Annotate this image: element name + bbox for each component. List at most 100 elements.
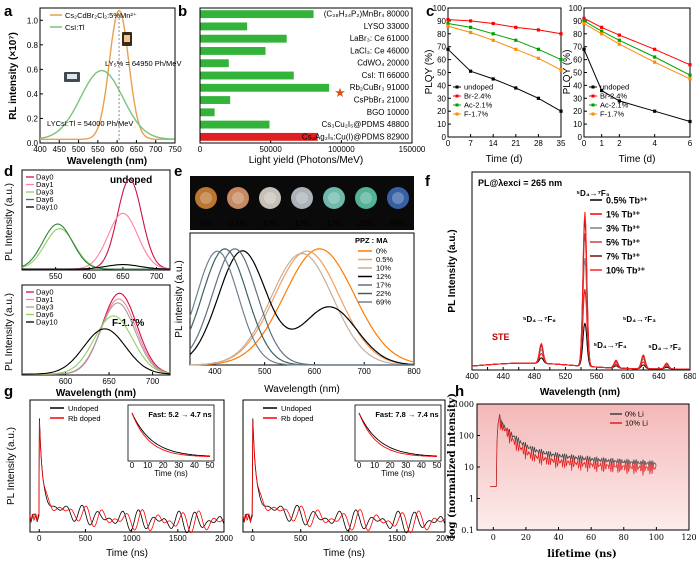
panel-d1-xtick-label: 650 [116, 272, 130, 281]
panel-f-legend-label: 7% Tb³⁺ [606, 252, 641, 262]
panel-g1-inset-curve [131, 412, 211, 457]
panel-c2-ytick-label: 20 [573, 107, 582, 116]
panel-c2-series-line [583, 20, 691, 76]
panel-a-xtick-label: 750 [168, 145, 182, 154]
panel-d1-xtick-label: 700 [150, 272, 164, 281]
panel-c2-ytick-label: 60 [573, 56, 582, 65]
panel-g1-inset-xlabel: Time (ns) [154, 469, 188, 478]
panel-c2-marker [600, 88, 604, 93]
panel-a-crystal-glow [124, 35, 130, 42]
panel-f-title: PL@λexci = 265 nm [478, 178, 562, 188]
panel-b-bar [200, 71, 294, 80]
panel-c1-ytick-label: 60 [437, 56, 446, 65]
panel-a-ytick-label: 0.2 [27, 114, 39, 123]
panel-e-photo-glow [387, 187, 409, 209]
panel-c2-marker [582, 47, 586, 51]
panel-c2-marker [600, 29, 604, 33]
panel-h-ytick-label: 10 [464, 463, 474, 472]
panel-f-legend-label: 10% Tb³⁺ [606, 266, 646, 276]
panel-f-legend-label: 5% Tb³⁺ [606, 238, 641, 248]
panel-h-frame [476, 403, 690, 531]
panel-d2-title: F-1.7% [112, 318, 144, 329]
panel-c1-marker [536, 56, 540, 60]
panel-c1-marker [491, 21, 495, 26]
panel-c1-ytick-label: 0 [442, 133, 447, 142]
panel-g1-xtick-label: 1500 [169, 534, 187, 543]
panel-f-curve [471, 289, 690, 370]
panel-c2-marker [600, 32, 604, 36]
panel-g1-legend-label: Undoped [68, 404, 98, 413]
panel-e-photo-glow [259, 187, 281, 209]
panel-d1-xtick-label: 600 [83, 272, 97, 281]
panel-e-ylabel: PL intensity (a.u.) [174, 260, 185, 337]
panel-g1-xtick-label: 2000 [215, 534, 233, 543]
panel-c1-xtick-label: 28 [534, 139, 543, 148]
panel-a-xtick-label: 600 [110, 145, 124, 154]
panel-e-legend-label: 12% [376, 272, 391, 281]
panel-b-bar-label: LaBr₃: Ce 61000 [350, 34, 410, 43]
panel-f-xtick-label: 680 [683, 372, 696, 381]
panel-e-legend-label: 0.5% [376, 255, 393, 264]
panel-d2-legend-label: Day10 [36, 318, 58, 327]
panel-d: undoped F-1.7% Wavelength (nm) PL Intens… [4, 169, 171, 399]
panel-c1-legend-label: Ac-2.1% [464, 101, 493, 110]
panel-g1-xtick-label: 0 [37, 534, 42, 543]
panel-c1-ytick-label: 80 [437, 30, 446, 39]
panel-c2-marker [617, 42, 621, 46]
panel-c1-marker [514, 25, 518, 29]
panel-g2-inset-xtick-label: 40 [417, 461, 426, 470]
panel-h-xtick-label: 0 [491, 533, 496, 542]
panel-e-photo-highlight [232, 192, 244, 204]
panel-a-ylabel: RL intensity (×10⁷) [8, 32, 19, 120]
panel-g1-frame [29, 399, 225, 533]
panel-d1-curve [21, 228, 170, 270]
panel-e-curve [190, 248, 415, 366]
panel-h-xtick-label: 40 [553, 533, 563, 542]
panel-e-photo-glow [291, 187, 313, 209]
panel-f-xtick-label: 600 [621, 372, 635, 381]
panel-c2-ytick-label: 50 [573, 69, 582, 78]
panel-c1-ylabel: PLQY (%) [424, 50, 435, 95]
panel-h-ytick-label: 1000 [454, 400, 474, 409]
panel-e-xlabel: Wavelength (nm) [264, 384, 340, 395]
panel-f-legend-label: 3% Tb³⁺ [606, 224, 641, 234]
panel-c1-ytick-label: 30 [437, 94, 446, 103]
panel-d2-legend-label: Day3 [36, 303, 54, 312]
panel-a-legend-mn: Cs₂CdBr₂Cl₂:5%Mn²⁺ [65, 11, 137, 20]
panel-a: Wavelength (nm) RL intensity (×10⁷) 400 4… [8, 7, 182, 167]
panel-c1-ytick-label: 50 [437, 69, 446, 78]
panel-e-photo-label: 0% [200, 219, 212, 228]
panel-g1-inset-text: Fast: 5.2 → 4.7 ns [148, 410, 211, 419]
panel-c1-marker [559, 68, 563, 72]
panel-c1-legend-marker [455, 103, 459, 107]
panel-label-a: a [4, 3, 13, 20]
panel-c1-marker [559, 32, 563, 36]
panel-c2-ytick-label: 100 [569, 4, 583, 13]
panel-a-curve [39, 69, 175, 140]
panel-d2-ylabel: PL Intensity (a.u.) [4, 293, 15, 371]
panel-a-legend-csi: CsI:Tl [65, 23, 85, 32]
panel-g2-inset-text: Fast: 7.8 → 7.4 ns [375, 410, 438, 419]
panel-f-peak-label: ⁵D₄→⁷F₄ [593, 341, 627, 350]
panel-c2-ytick-label: 90 [573, 17, 582, 26]
panel-c2-xtick-label: 4 [652, 139, 657, 148]
panel-c2-ytick-label: 30 [573, 94, 582, 103]
panel-c1-marker [536, 28, 540, 32]
panel-g1-inset-xtick-label: 10 [143, 461, 152, 470]
panel-c1-legend-marker [455, 112, 459, 116]
panel-c2-legend-marker [591, 85, 595, 89]
panel-g2-xtick-label: 1000 [340, 534, 358, 543]
panel-b-bar [200, 120, 270, 129]
panel-c1-series-line [447, 25, 562, 71]
panel-d2-xlabel: Wavelength (nm) [56, 388, 136, 399]
panel-f-peak-label: ⁵D₄→⁷F₂ [648, 343, 682, 352]
panel-e-photo-highlight [296, 192, 308, 204]
panel-c1-marker [446, 47, 450, 51]
panel-c1-xtick-label: 7 [468, 139, 473, 148]
panel-h-xtick-label: 120 [681, 533, 696, 542]
panel-g2-xtick-label: 2000 [436, 534, 454, 543]
panel-c2-marker [653, 55, 657, 59]
panel-f-xtick-label: 520 [559, 372, 573, 381]
panel-c1-marker [491, 77, 495, 81]
